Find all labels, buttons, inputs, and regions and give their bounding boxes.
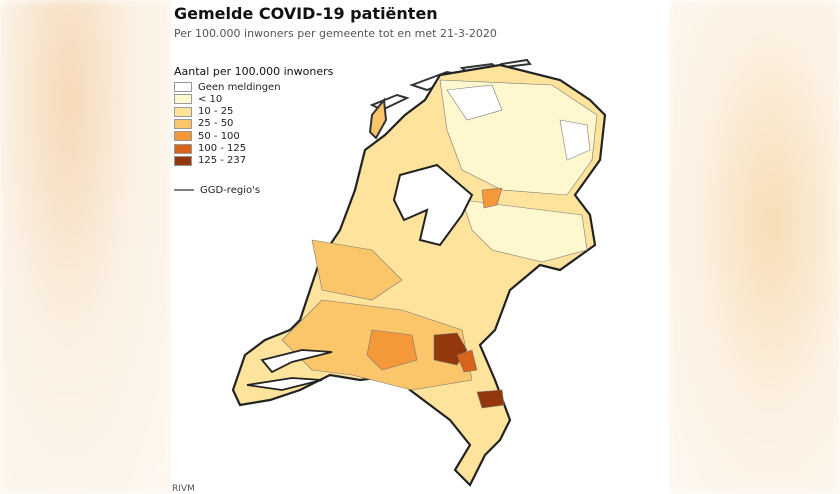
legend-swatch xyxy=(174,155,192,166)
region xyxy=(446,84,503,121)
source: RIVM xyxy=(172,484,195,494)
legend-item: < 10 xyxy=(174,93,222,105)
map-panel: Gemelde COVID-19 patiënten Per 100.000 i… xyxy=(172,0,668,494)
legend-swatch xyxy=(174,143,192,154)
ijsselmeer xyxy=(392,163,474,247)
legend-swatch xyxy=(174,106,192,117)
title: Gemelde COVID-19 patiënten xyxy=(174,4,438,23)
delta-water xyxy=(246,377,323,391)
legend-swatch xyxy=(174,94,192,105)
legend-title: Aantal per 100.000 inwoners xyxy=(174,65,334,78)
legend-swatch xyxy=(174,82,192,92)
legend-line-label: GGD-regio's xyxy=(200,184,261,196)
legend-item: 25 - 50 xyxy=(174,118,233,130)
region xyxy=(366,329,418,371)
subtitle: Per 100.000 inwoners per gemeente tot en… xyxy=(174,27,497,40)
legend-swatch xyxy=(174,131,192,142)
region xyxy=(481,187,503,209)
map xyxy=(174,58,607,487)
delta-water xyxy=(260,349,333,374)
region xyxy=(476,389,505,409)
region xyxy=(311,239,403,301)
legend-label: 125 - 237 xyxy=(198,155,247,167)
legend-item: 10 - 25 xyxy=(174,106,233,118)
legend-swatch xyxy=(174,118,192,129)
legend-label: Geen meldingen xyxy=(198,81,281,93)
legend-label: 25 - 50 xyxy=(198,118,234,130)
legend-item: Geen meldingen xyxy=(174,81,281,93)
region xyxy=(456,349,478,373)
region xyxy=(559,119,591,161)
legend-label: 100 - 125 xyxy=(198,143,247,154)
legend-item: 125 - 237 xyxy=(174,155,246,167)
legend-item: 100 - 125 xyxy=(174,143,246,155)
region xyxy=(461,199,588,263)
blurred-background xyxy=(668,0,840,494)
wadden-island xyxy=(368,97,388,140)
legend-label: < 10 xyxy=(198,93,223,105)
legend-label: 10 - 25 xyxy=(198,106,234,118)
legend-label: 50 - 100 xyxy=(198,130,240,142)
legend-item: 50 - 100 xyxy=(174,130,240,142)
blurred-background xyxy=(0,0,172,494)
